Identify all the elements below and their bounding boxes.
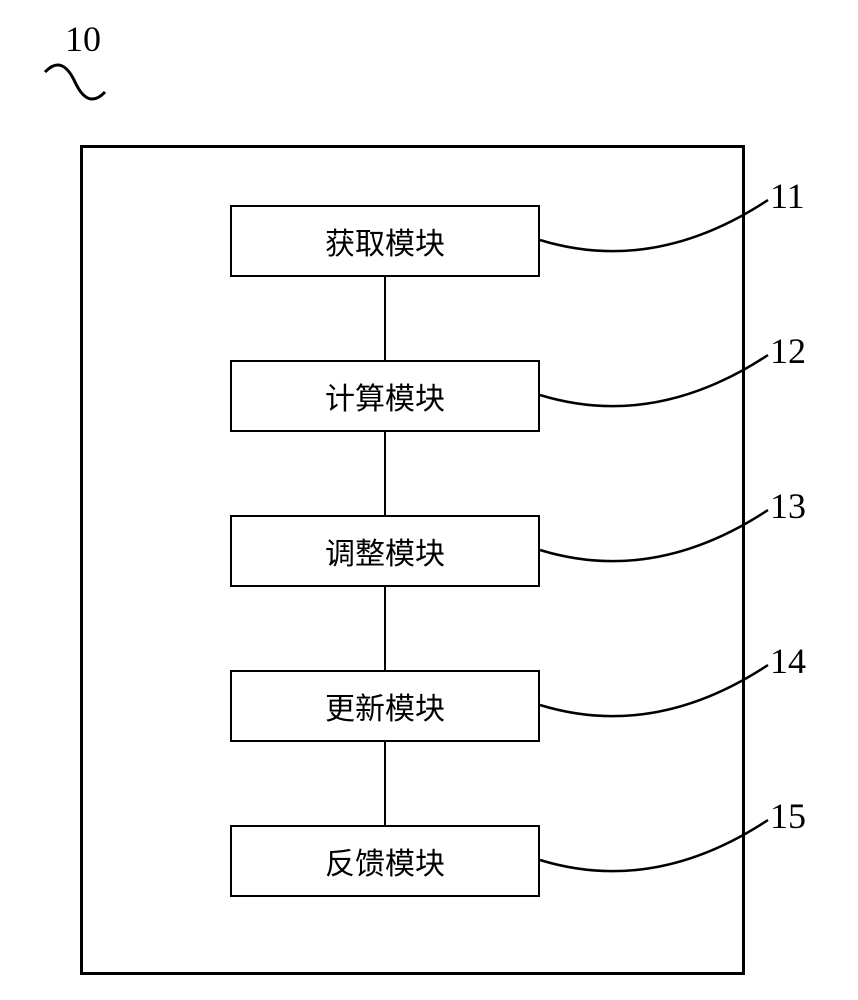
callout-leader-15 [530,780,778,900]
callout-leader-12 [530,315,778,435]
figure-number-label: 10 [65,18,101,60]
connector-line [384,277,386,360]
callout-leader-13 [530,470,778,590]
figure-leader-curve [40,62,110,102]
connector-line [384,587,386,670]
callout-leader-11 [530,160,778,280]
module-box-11: 获取模块 [230,205,540,277]
connector-line [384,742,386,825]
module-box-13: 调整模块 [230,515,540,587]
module-label: 反馈模块 [325,839,445,883]
figure-number-text: 10 [65,19,101,59]
module-box-12: 计算模块 [230,360,540,432]
connector-line [384,432,386,515]
callout-leader-14 [530,625,778,745]
module-label: 计算模块 [325,374,445,418]
module-box-15: 反馈模块 [230,825,540,897]
module-label: 调整模块 [325,529,445,573]
module-box-14: 更新模块 [230,670,540,742]
module-label: 获取模块 [325,219,445,263]
module-label: 更新模块 [325,684,445,728]
